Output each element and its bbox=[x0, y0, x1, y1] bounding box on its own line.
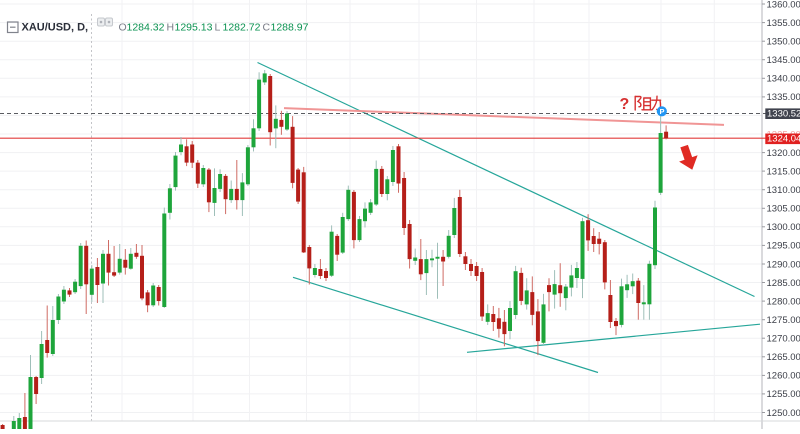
svg-text:1270.00: 1270.00 bbox=[767, 334, 800, 345]
svg-text:1320.00: 1320.00 bbox=[767, 148, 800, 159]
svg-text:1300.00: 1300.00 bbox=[767, 222, 800, 233]
svg-text:1282.72: 1282.72 bbox=[223, 22, 261, 34]
svg-text:?: ? bbox=[620, 96, 630, 113]
svg-text:P: P bbox=[660, 107, 665, 116]
svg-text:1330.52: 1330.52 bbox=[767, 109, 800, 120]
svg-text:1315.00: 1315.00 bbox=[767, 166, 800, 177]
svg-text:1255.00: 1255.00 bbox=[767, 389, 800, 400]
svg-text:1280.00: 1280.00 bbox=[767, 296, 800, 307]
svg-text:1310.00: 1310.00 bbox=[767, 185, 800, 196]
svg-text:1260.00: 1260.00 bbox=[767, 371, 800, 382]
svg-text:O: O bbox=[119, 22, 127, 34]
svg-text:C: C bbox=[263, 22, 271, 34]
svg-text:1288.97: 1288.97 bbox=[271, 22, 309, 34]
svg-text:1250.00: 1250.00 bbox=[767, 408, 800, 419]
svg-text:1295.00: 1295.00 bbox=[767, 241, 800, 252]
svg-text:L: L bbox=[215, 22, 221, 34]
svg-text:1305.00: 1305.00 bbox=[767, 204, 800, 215]
svg-text:1285.00: 1285.00 bbox=[767, 278, 800, 289]
svg-text:H: H bbox=[167, 22, 175, 34]
svg-text:1350.00: 1350.00 bbox=[767, 37, 800, 48]
svg-text:1360.00: 1360.00 bbox=[767, 0, 800, 10]
svg-text:1335.00: 1335.00 bbox=[767, 92, 800, 103]
svg-text:XAU/USD, D,: XAU/USD, D, bbox=[22, 22, 89, 34]
svg-text:1275.00: 1275.00 bbox=[767, 315, 800, 326]
svg-text:1345.00: 1345.00 bbox=[767, 55, 800, 66]
svg-text:1340.00: 1340.00 bbox=[767, 74, 800, 85]
svg-text:1355.00: 1355.00 bbox=[767, 18, 800, 29]
svg-text:1324.04: 1324.04 bbox=[767, 134, 800, 145]
svg-text:1265.00: 1265.00 bbox=[767, 352, 800, 363]
svg-text:1284.32: 1284.32 bbox=[127, 22, 165, 34]
svg-text:1295.13: 1295.13 bbox=[175, 22, 213, 34]
svg-text:1290.00: 1290.00 bbox=[767, 259, 800, 270]
